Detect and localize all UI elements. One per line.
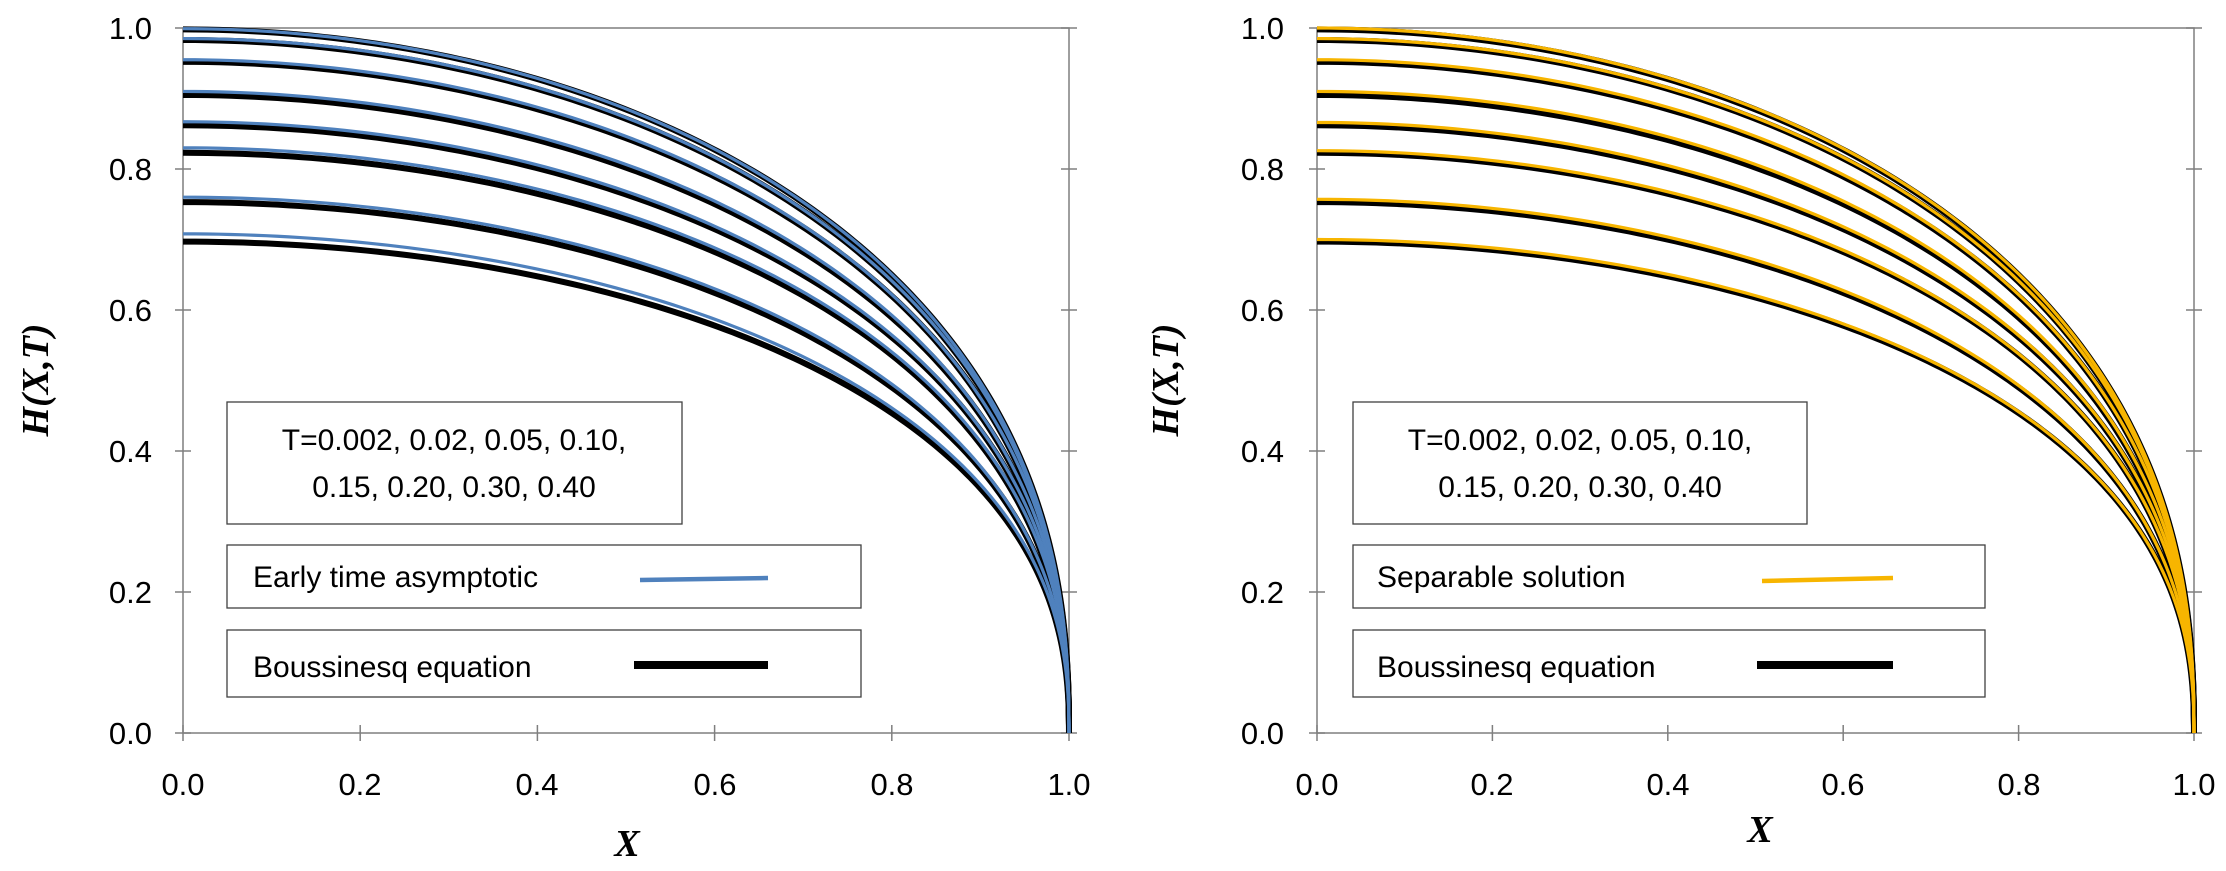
y-tick-label: 0.2 — [1241, 575, 1284, 610]
comparison-curve-t4 — [1316, 120, 2196, 734]
x-axis-title-left: X — [613, 823, 641, 865]
y-tick-label: 0.2 — [109, 575, 152, 610]
chart-right: 0.0 0.2 0.4 0.6 0.8 1.0 0.0 0.2 0.4 0.6 … — [1145, 11, 2216, 851]
x-tick-label: 1.0 — [1047, 767, 1090, 802]
plot-area-right — [1316, 27, 2195, 734]
x-tick-label: 0.4 — [1646, 767, 1689, 802]
x-tick-label: 0.2 — [1470, 767, 1513, 802]
y-tick-label: 0.6 — [109, 293, 152, 328]
t-values-line1: T=0.002, 0.02, 0.05, 0.10, — [282, 424, 626, 457]
boussinesq-curve-t1 — [1316, 36, 2197, 734]
legend-swatch-separable — [1761, 575, 1894, 584]
curves-left — [182, 26, 1072, 734]
y-tick-label: 0.8 — [1241, 152, 1284, 187]
legend-entry-early-time: Early time asymptotic — [226, 544, 862, 609]
comparison-curve-t3 — [1316, 89, 2196, 734]
y-tick-labels-left: 0.0 0.2 0.4 0.6 0.8 1.0 — [109, 11, 152, 751]
y-tick-label: 0.4 — [109, 434, 152, 469]
x-tick-label: 0.8 — [870, 767, 913, 802]
y-tick-label: 0.0 — [1241, 716, 1284, 751]
legend-label: Early time asymptotic — [253, 561, 538, 594]
comparison-curve-t3 — [182, 89, 1071, 734]
x-tick-label: 0.0 — [161, 767, 204, 802]
x-tick-label: 0.6 — [1821, 767, 1864, 802]
t-values-line2: 0.15, 0.20, 0.30, 0.40 — [312, 471, 596, 504]
comparison-curve-t5 — [1316, 149, 2196, 734]
y-tick-label: 1.0 — [109, 11, 152, 46]
x-tick-label: 0.4 — [515, 767, 558, 802]
comparison-curve-t2 — [1316, 58, 2196, 734]
x-tick-labels-left: 0.0 0.2 0.4 0.6 0.8 1.0 — [161, 767, 1090, 802]
comparison-curve-t7 — [182, 232, 1071, 734]
t-values-line1: T=0.002, 0.02, 0.05, 0.10, — [1408, 424, 1752, 457]
comparison-curve-t6 — [1316, 197, 2196, 734]
curves-right — [1316, 26, 2197, 734]
y-tick-label: 1.0 — [1241, 11, 1284, 46]
x-tick-label: 0.0 — [1295, 767, 1338, 802]
x-axis-title-right: X — [1746, 809, 1774, 851]
legend-entry-boussinesq-right: Boussinesq equation — [1352, 629, 1986, 698]
comparison-curve-t1 — [1316, 36, 2196, 734]
legend-entry-separable: Separable solution — [1352, 544, 1986, 609]
t-values-annotation-right: T=0.002, 0.02, 0.05, 0.10, 0.15, 0.20, 0… — [1352, 401, 1808, 525]
boussinesq-curve-t1 — [182, 36, 1072, 734]
legend-label: Boussinesq equation — [1377, 651, 1656, 684]
comparison-curve-t2 — [182, 58, 1071, 734]
y-tick-label: 0.8 — [109, 152, 152, 187]
t-values-line2: 0.15, 0.20, 0.30, 0.40 — [1438, 471, 1722, 504]
y-tick-labels-right: 0.0 0.2 0.4 0.6 0.8 1.0 — [1241, 11, 1284, 751]
y-tick-label: 0.6 — [1241, 293, 1284, 328]
x-tick-label: 0.6 — [693, 767, 736, 802]
comparison-curve-t4 — [182, 120, 1071, 734]
legend-entry-boussinesq-left: Boussinesq equation — [226, 629, 862, 698]
x-tick-label: 1.0 — [2172, 767, 2215, 802]
y-axis-title-right: H(X,T) — [1145, 324, 1187, 438]
x-tick-label: 0.2 — [338, 767, 381, 802]
x-tick-labels-right: 0.0 0.2 0.4 0.6 0.8 1.0 — [1295, 767, 2215, 802]
comparison-curve-t6 — [182, 195, 1071, 734]
x-tick-label: 0.8 — [1997, 767, 2040, 802]
legend-swatch-early-time — [639, 575, 769, 583]
t-values-annotation-left: T=0.002, 0.02, 0.05, 0.10, 0.15, 0.20, 0… — [226, 401, 683, 525]
plot-area-left — [182, 27, 1070, 734]
comparison-curve-t5 — [182, 146, 1071, 734]
legend-label: Separable solution — [1377, 561, 1626, 594]
y-tick-label: 0.4 — [1241, 434, 1284, 469]
legend-label: Boussinesq equation — [253, 651, 532, 684]
chart-left: 0.0 0.2 0.4 0.6 0.8 1.0 0.0 0.2 0.4 0.6 … — [15, 11, 1091, 865]
comparison-curve-t7 — [1316, 237, 2196, 734]
y-axis-title-left: H(X,T) — [15, 324, 57, 438]
comparison-curve-t1 — [182, 36, 1071, 734]
y-tick-label: 0.0 — [109, 716, 152, 751]
